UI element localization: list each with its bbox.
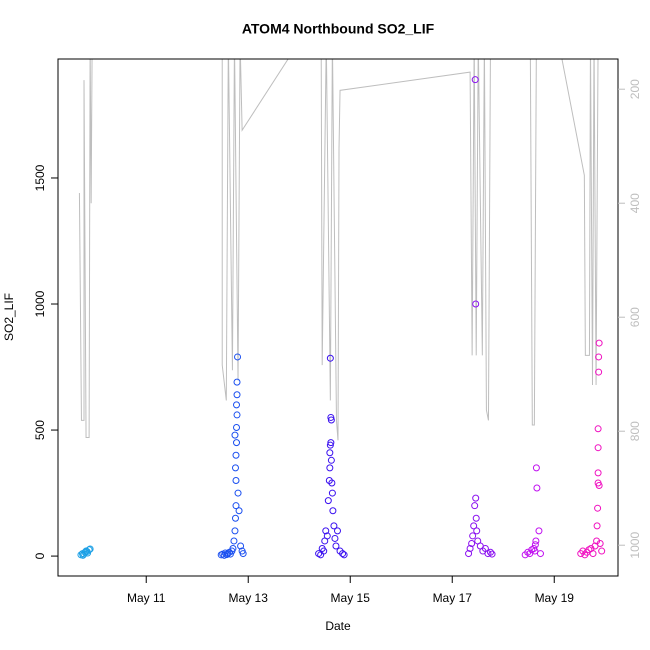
y-tick-label: 1000 [33,290,47,317]
x-tick-label: May 15 [331,591,371,605]
point [532,464,540,472]
point [327,456,335,464]
point [471,76,479,84]
point [471,502,479,510]
point [472,514,480,522]
point [229,545,237,553]
point [231,527,239,535]
point [326,354,334,362]
point [327,413,335,421]
point [472,494,480,502]
point [237,542,245,550]
point [595,482,603,490]
x-tick-label: May 17 [433,591,473,605]
point [594,504,602,512]
point [595,353,603,361]
y-tick-label: 500 [33,420,47,440]
point [83,548,91,556]
point [329,507,337,515]
x-tick-label: May 19 [535,591,575,605]
point [233,439,241,447]
y2-tick-label: 800 [628,421,642,441]
point [221,549,229,557]
y2-tick-label: 600 [628,307,642,327]
point [589,550,597,558]
point [473,527,481,535]
y-tick-label: 1500 [33,164,47,191]
point [233,411,241,419]
point [488,550,496,558]
point [233,378,241,386]
y-axis-label: SO2_LIF [2,293,16,341]
point [233,401,241,409]
point [232,476,240,484]
point [330,522,338,530]
chart-title: ATOM4 Northbound SO2_LIF [242,21,435,37]
point [231,431,239,439]
point [594,469,602,477]
point [486,548,494,556]
point [466,545,474,553]
point [469,532,477,540]
point [333,527,341,535]
point [328,489,336,497]
point [596,539,604,547]
point [598,547,606,555]
point [322,527,330,535]
x-tick-label: May 13 [229,591,269,605]
y2-tick-label: 200 [628,79,642,99]
point [468,539,476,547]
point [235,507,243,515]
y-tick-label: 0 [33,552,47,559]
point [595,368,603,376]
point [594,444,602,452]
point [326,449,334,457]
point [327,416,335,424]
point [536,550,544,558]
point [233,424,241,432]
point [231,464,239,472]
point [531,541,539,549]
point [328,479,336,487]
point [324,497,332,505]
point [532,537,540,545]
point [234,489,242,497]
point [535,527,543,535]
point [533,484,541,492]
point [470,522,478,530]
x-tick-label: May 11 [127,591,166,605]
point [232,451,240,459]
point [331,534,339,542]
point [472,300,480,308]
point [594,425,602,433]
point [340,551,348,559]
point [233,391,241,399]
point [332,542,340,550]
point [465,550,473,558]
point [339,550,347,558]
plot-area [77,59,606,559]
point [326,441,334,449]
point [593,522,601,530]
point [239,550,247,558]
line [78,59,599,441]
x-axis-label: Date [325,619,351,633]
point [231,514,239,522]
point [323,532,331,540]
point [320,547,328,555]
point [326,464,334,472]
point [79,551,87,559]
point [595,339,603,347]
point [327,439,335,447]
point [232,502,240,510]
point [85,546,93,554]
point [234,353,242,361]
point [230,537,238,545]
y2-tick-label: 1000 [628,532,642,559]
y2-tick-label: 400 [628,193,642,213]
